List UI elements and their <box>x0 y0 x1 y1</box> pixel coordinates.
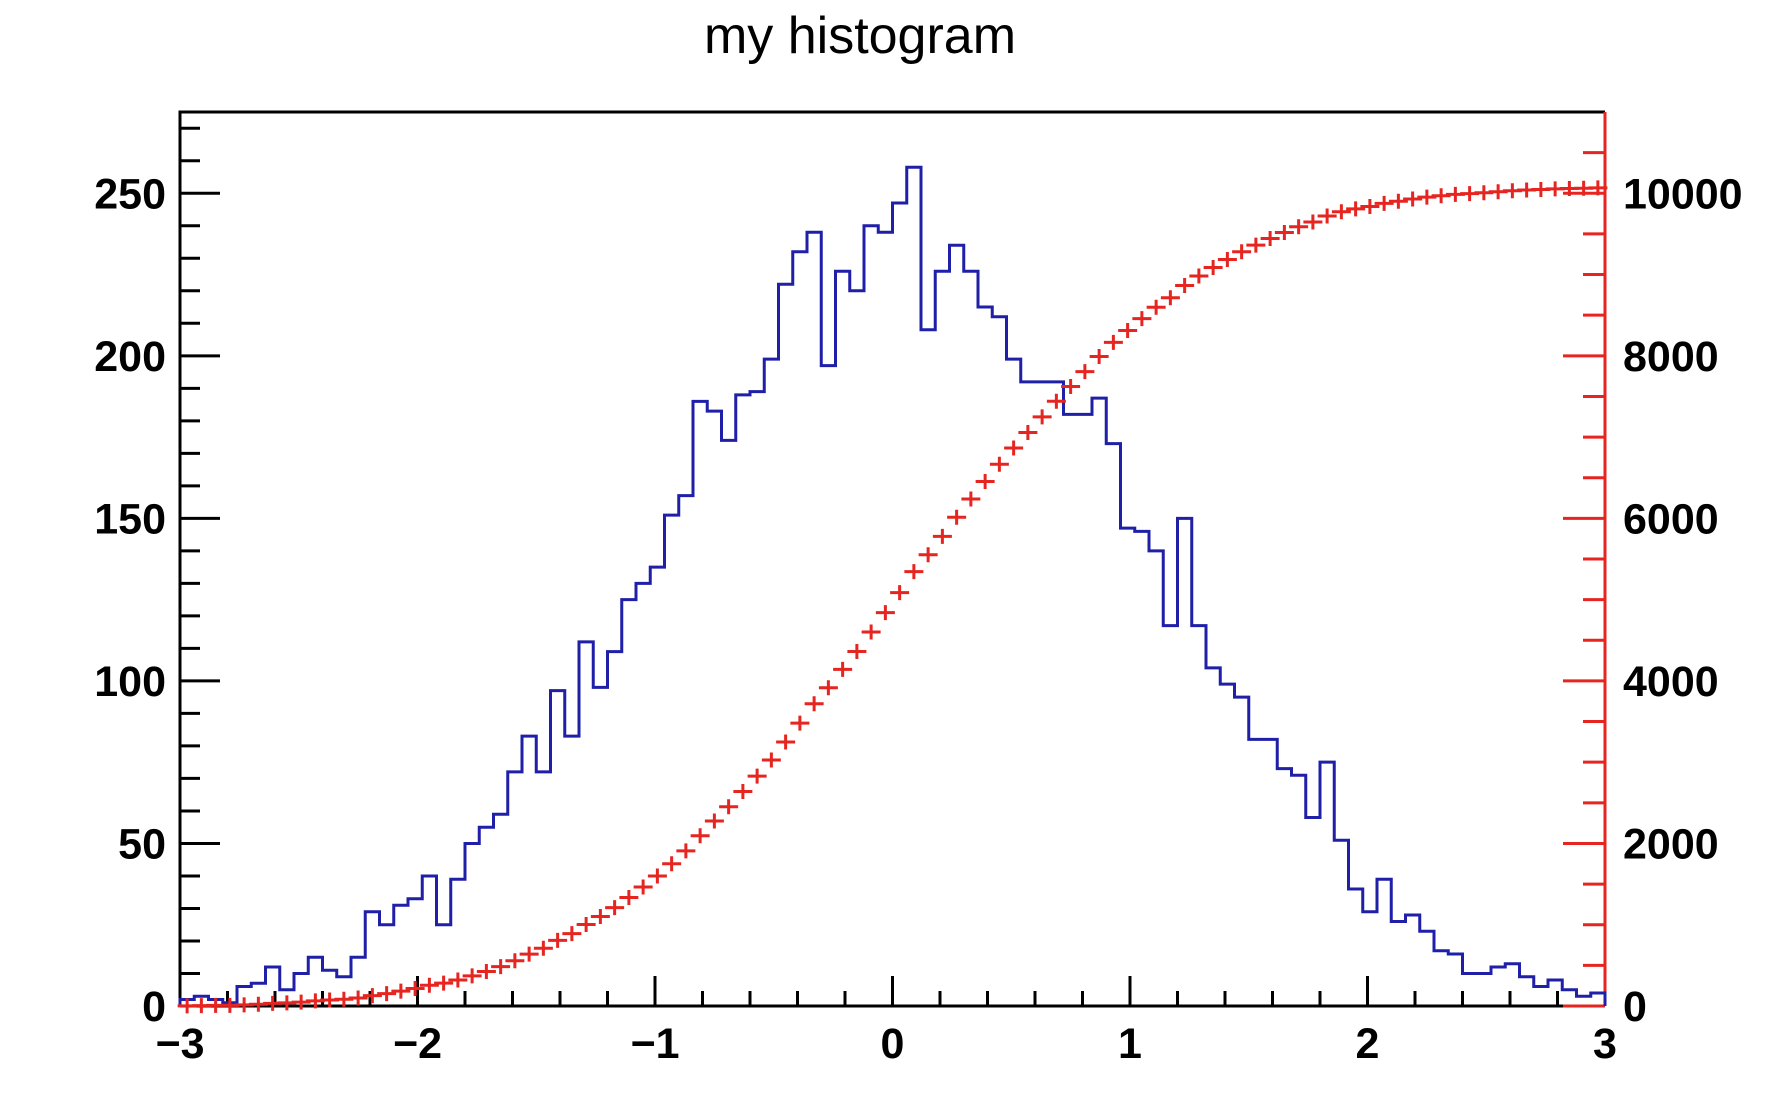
left-axis: 0 50 100 150 200 250 <box>94 126 220 1031</box>
x-axis: −3 −2 −1 0 1 2 3 <box>155 976 1617 1068</box>
x-tick-label-2: 2 <box>1356 1020 1380 1068</box>
chart-title: my histogram <box>703 7 1017 65</box>
x-tick-label-3: 3 <box>1593 1020 1617 1068</box>
cumulative-series <box>177 180 1608 1014</box>
right-tick-label-4000: 4000 <box>1623 658 1719 706</box>
left-tick-label-150: 150 <box>94 495 166 543</box>
cumulative-plus-markers <box>177 180 1608 1014</box>
left-tick-label-200: 200 <box>94 333 166 381</box>
histogram-series <box>178 165 1607 1006</box>
right-axis: 0 2000 4000 6000 8000 10000 <box>1563 112 1743 1031</box>
left-tick-label-50: 50 <box>118 820 166 868</box>
right-tick-label-10000: 10000 <box>1623 170 1743 218</box>
left-tick-label-100: 100 <box>94 658 166 706</box>
x-tick-label-−2: −2 <box>393 1020 442 1068</box>
right-tick-label-2000: 2000 <box>1623 820 1719 868</box>
right-tick-label-6000: 6000 <box>1623 495 1719 543</box>
right-tick-label-8000: 8000 <box>1623 333 1719 381</box>
left-tick-label-0: 0 <box>142 983 166 1031</box>
histogram-step-line <box>178 165 1607 1006</box>
right-tick-label-0: 0 <box>1623 983 1647 1031</box>
x-tick-label-−3: −3 <box>155 1020 204 1068</box>
x-tick-label-1: 1 <box>1118 1020 1142 1068</box>
left-tick-label-250: 250 <box>94 170 166 218</box>
plot-frame <box>178 110 1605 1008</box>
x-tick-label-0: 0 <box>881 1020 905 1068</box>
x-tick-label-−1: −1 <box>630 1020 679 1068</box>
